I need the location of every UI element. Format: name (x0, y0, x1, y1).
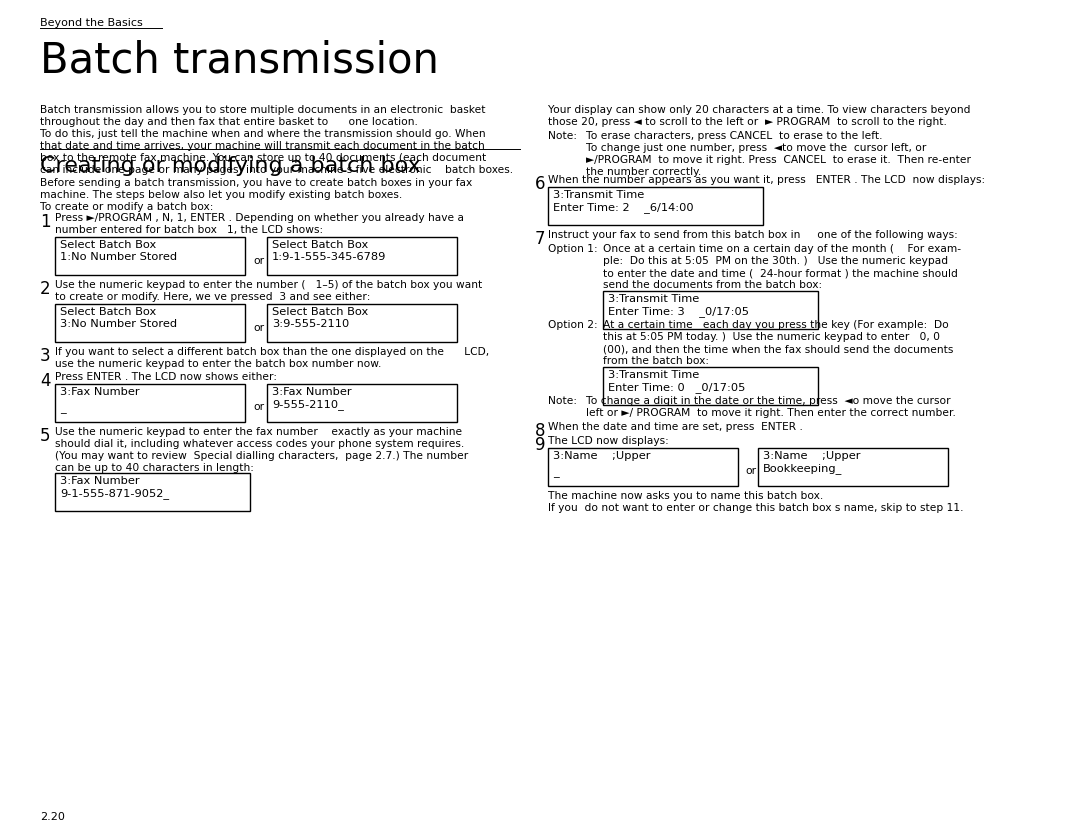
Text: Batch transmission: Batch transmission (40, 39, 438, 81)
Text: If you want to select a different batch box than the one displayed on the      L: If you want to select a different batch … (55, 347, 489, 357)
Text: or: or (253, 402, 265, 412)
Text: When the number appears as you want it, press   ENTER . The LCD  now displays:: When the number appears as you want it, … (548, 175, 985, 185)
Text: 1: 1 (40, 213, 51, 231)
Text: Instruct your fax to send from this batch box in     one of the following ways:: Instruct your fax to send from this batc… (548, 230, 958, 240)
Text: 3:Transmit Time: 3:Transmit Time (608, 370, 699, 380)
Text: 9-1-555-871-9052_: 9-1-555-871-9052_ (60, 488, 170, 499)
Text: can include one page or many pages) into your machine s five electronic    batch: can include one page or many pages) into… (40, 165, 513, 175)
Text: 3:Fax Number: 3:Fax Number (272, 387, 352, 397)
Bar (267, 237, 457, 275)
Text: left or ►/ PROGRAM  to move it right. Then enter the correct number.: left or ►/ PROGRAM to move it right. The… (586, 408, 956, 418)
Text: Use the numeric keypad to enter the number (   1–5) of the batch box you want: Use the numeric keypad to enter the numb… (55, 280, 483, 290)
Text: number entered for batch box   1, the LCD shows:: number entered for batch box 1, the LCD … (55, 225, 323, 235)
Text: 3:Fax Number: 3:Fax Number (60, 387, 139, 397)
Text: 7: 7 (535, 230, 545, 248)
Text: Before sending a batch transmission, you have to create batch boxes in your fax: Before sending a batch transmission, you… (40, 178, 472, 188)
Text: Your display can show only 20 characters at a time. To view characters beyond: Your display can show only 20 characters… (548, 105, 971, 115)
Bar (603, 367, 818, 405)
Text: 1:9-1-555-345-6789: 1:9-1-555-345-6789 (272, 252, 387, 262)
Text: Creating or modifying a batch box: Creating or modifying a batch box (40, 156, 421, 176)
Text: The LCD now displays:: The LCD now displays: (548, 436, 669, 446)
Text: Note:: Note: (548, 131, 577, 141)
Text: Beyond the Basics: Beyond the Basics (40, 18, 143, 28)
Text: send the documents from the batch box:: send the documents from the batch box: (603, 280, 822, 290)
Text: 9-555-2110_: 9-555-2110_ (272, 399, 343, 409)
Text: machine. The steps below also let you modify existing batch boxes.: machine. The steps below also let you mo… (40, 190, 402, 200)
Text: To erase characters, press CANCEL  to erase to the left.: To erase characters, press CANCEL to era… (586, 131, 882, 141)
Text: (00), and then the time when the fax should send the documents: (00), and then the time when the fax sho… (603, 344, 954, 354)
Bar (267, 304, 457, 342)
Text: Once at a certain time on a certain day of the month (    For exam-: Once at a certain time on a certain day … (603, 244, 961, 254)
Text: Bookkeeping_: Bookkeeping_ (762, 463, 842, 474)
Text: this at 5:05 PM today. )  Use the numeric keypad to enter   0, 0: this at 5:05 PM today. ) Use the numeric… (603, 332, 940, 342)
Text: 3: 3 (40, 347, 51, 365)
Text: Select Batch Box: Select Batch Box (60, 307, 157, 317)
Text: 3:Name    ;Upper: 3:Name ;Upper (762, 451, 861, 461)
Text: ple:  Do this at 5:05  PM on the 30th. )   Use the numeric keypad: ple: Do this at 5:05 PM on the 30th. ) U… (603, 256, 948, 266)
Text: Enter Time: 2    _6/14:00: Enter Time: 2 _6/14:00 (553, 202, 693, 213)
Text: throughout the day and then fax that entire basket to      one location.: throughout the day and then fax that ent… (40, 117, 418, 127)
Bar (603, 291, 818, 329)
Text: 2.20: 2.20 (40, 812, 65, 822)
Text: Batch transmission allows you to store multiple documents in an electronic  bask: Batch transmission allows you to store m… (40, 105, 486, 115)
Bar (548, 448, 738, 486)
Text: Option 2:: Option 2: (548, 320, 597, 330)
Text: from the batch box:: from the batch box: (603, 356, 708, 366)
Text: Select Batch Box: Select Batch Box (272, 307, 368, 317)
Text: To change a digit in the date or the time, press  ◄o move the cursor: To change a digit in the date or the tim… (586, 396, 950, 406)
Text: 2: 2 (40, 280, 51, 298)
Text: or: or (253, 256, 265, 266)
Text: To change just one number, press  ◄to move the  cursor left, or: To change just one number, press ◄to mov… (586, 143, 927, 153)
Text: to enter the date and time (  24-hour format ) the machine should: to enter the date and time ( 24-hour for… (603, 268, 958, 278)
Bar (758, 448, 948, 486)
Text: Option 1:: Option 1: (548, 244, 597, 254)
Text: or: or (253, 323, 265, 333)
Text: Press ►/PROGRAM , N, 1, ENTER . Depending on whether you already have a: Press ►/PROGRAM , N, 1, ENTER . Dependin… (55, 213, 464, 223)
Bar (55, 237, 245, 275)
Text: 9: 9 (535, 436, 545, 454)
Text: 3:9-555-2110: 3:9-555-2110 (272, 319, 349, 329)
Text: 1:No Number Stored: 1:No Number Stored (60, 252, 177, 262)
Text: should dial it, including whatever access codes your phone system requires.: should dial it, including whatever acces… (55, 439, 464, 449)
Text: Note:: Note: (548, 396, 577, 406)
Text: To create or modify a batch box:: To create or modify a batch box: (40, 202, 214, 212)
Text: box to the remote fax machine. You can store up to 40 documents (each document: box to the remote fax machine. You can s… (40, 153, 486, 163)
Text: ►/PROGRAM  to move it right. Press  CANCEL  to erase it.  Then re-enter: ►/PROGRAM to move it right. Press CANCEL… (586, 155, 971, 165)
Bar (55, 384, 245, 422)
Text: 3:Transmit Time: 3:Transmit Time (608, 294, 699, 304)
Bar (548, 187, 762, 225)
Text: _: _ (553, 468, 558, 478)
Text: 4: 4 (40, 372, 51, 390)
Bar (55, 304, 245, 342)
Text: Select Batch Box: Select Batch Box (60, 240, 157, 250)
Text: or: or (745, 466, 756, 476)
Text: 3:No Number Stored: 3:No Number Stored (60, 319, 177, 329)
Text: If you  do not want to enter or change this batch box s name, skip to step 11.: If you do not want to enter or change th… (548, 503, 963, 513)
Text: Press ENTER . The LCD now shows either:: Press ENTER . The LCD now shows either: (55, 372, 276, 382)
Bar (267, 384, 457, 422)
Text: to create or modify. Here, we ve pressed  3 and see either:: to create or modify. Here, we ve pressed… (55, 292, 370, 302)
Text: Enter Time: 3    _0/17:05: Enter Time: 3 _0/17:05 (608, 306, 750, 317)
Text: 8: 8 (535, 422, 545, 440)
Text: To do this, just tell the machine when and where the transmission should go. Whe: To do this, just tell the machine when a… (40, 129, 486, 139)
Text: At a certain time   each day you press the key (For example:  Do: At a certain time each day you press the… (603, 320, 948, 330)
Text: the number correctly.: the number correctly. (586, 167, 701, 177)
Text: 3:Name    ;Upper: 3:Name ;Upper (553, 451, 650, 461)
Text: 5: 5 (40, 427, 51, 445)
Text: can be up to 40 characters in length:: can be up to 40 characters in length: (55, 463, 254, 473)
Text: 3:Fax Number: 3:Fax Number (60, 476, 139, 486)
Text: The machine now asks you to name this batch box.: The machine now asks you to name this ba… (548, 491, 823, 501)
Text: Use the numeric keypad to enter the fax number    exactly as your machine: Use the numeric keypad to enter the fax … (55, 427, 462, 437)
Bar (55, 473, 249, 511)
Text: (You may want to review  Special dialling characters,  page 2.7.) The number: (You may want to review Special dialling… (55, 451, 469, 461)
Text: When the date and time are set, press  ENTER .: When the date and time are set, press EN… (548, 422, 802, 432)
Text: those 20, press ◄ to scroll to the left or  ► PROGRAM  to scroll to the right.: those 20, press ◄ to scroll to the left … (548, 117, 947, 127)
Text: 6: 6 (535, 175, 545, 193)
Text: Enter Time: 0   _0/17:05: Enter Time: 0 _0/17:05 (608, 382, 745, 393)
Text: use the numeric keypad to enter the batch box number now.: use the numeric keypad to enter the batc… (55, 359, 381, 369)
Text: Select Batch Box: Select Batch Box (272, 240, 368, 250)
Text: 3:Transmit Time: 3:Transmit Time (553, 190, 645, 200)
Text: that date and time arrives, your machine will transmit each document in the batc: that date and time arrives, your machine… (40, 141, 485, 151)
Text: _: _ (60, 404, 66, 414)
